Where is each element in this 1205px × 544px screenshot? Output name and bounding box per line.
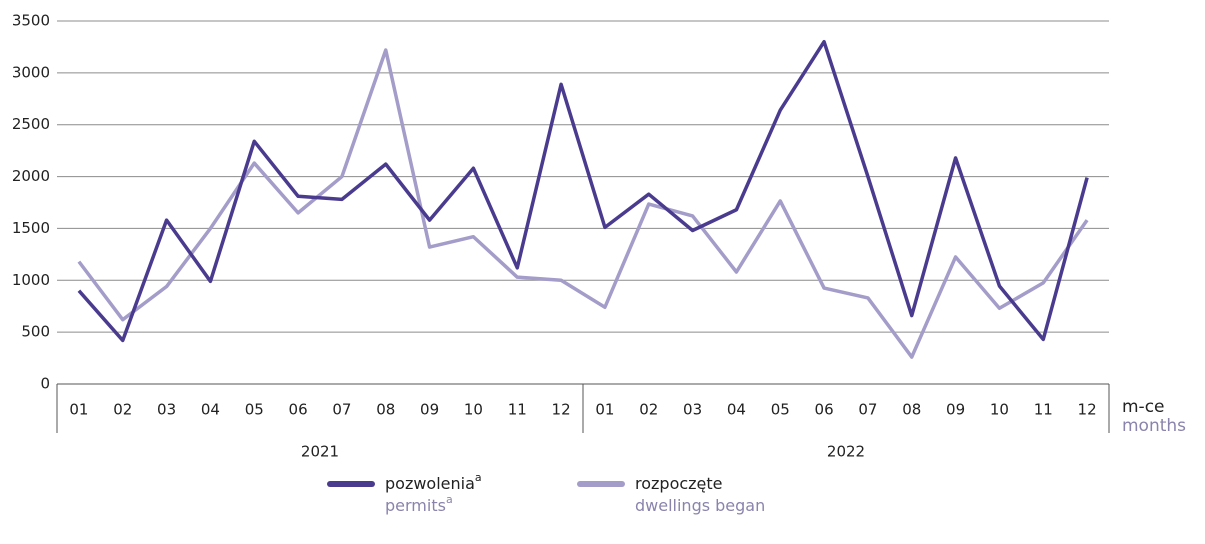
y-tick-label: 3000 bbox=[12, 63, 50, 81]
year-label: 2021 bbox=[301, 443, 339, 461]
legend-note-en: a bbox=[446, 493, 453, 506]
series-line bbox=[77, 48, 1089, 359]
x-tick-label: 07 bbox=[858, 401, 877, 419]
x-tick-label: 05 bbox=[771, 401, 790, 419]
legend-name-en: permits bbox=[385, 496, 446, 515]
y-tick-label: 1500 bbox=[12, 219, 50, 237]
x-tick-label: 03 bbox=[683, 401, 702, 419]
x-tick-label: 08 bbox=[902, 401, 921, 419]
x-tick-label: 11 bbox=[508, 401, 527, 419]
x-tick-label: 02 bbox=[639, 401, 658, 419]
y-tick-label: 3500 bbox=[12, 12, 50, 30]
x-tick-label: 09 bbox=[946, 401, 965, 419]
y-tick-label: 500 bbox=[21, 323, 50, 341]
legend-label-en: permitsa bbox=[385, 493, 453, 515]
x-tick-label: 09 bbox=[420, 401, 439, 419]
legend-label-en: dwellings began bbox=[635, 496, 765, 515]
legend-name: pozwolenia bbox=[385, 474, 475, 493]
x-tick-label: 06 bbox=[289, 401, 308, 419]
x-tick-label: 04 bbox=[201, 401, 220, 419]
y-tick-label: 2500 bbox=[12, 115, 50, 133]
y-tick-label: 2000 bbox=[12, 167, 50, 185]
x-tick-label: 12 bbox=[552, 401, 571, 419]
x-tick-label: 04 bbox=[727, 401, 746, 419]
x-tick-label: 06 bbox=[815, 401, 834, 419]
legend-name: rozpoczęte bbox=[635, 474, 723, 493]
x-tick-label: 12 bbox=[1078, 401, 1097, 419]
legend-note: a bbox=[475, 471, 482, 484]
legend-label: pozwoleniaa bbox=[385, 471, 482, 493]
x-tick-label: 05 bbox=[245, 401, 264, 419]
x-tick-label: 10 bbox=[990, 401, 1009, 419]
x-tick-label: 03 bbox=[157, 401, 176, 419]
x-tick-label: 01 bbox=[69, 401, 88, 419]
x-axis-label-en: months bbox=[1122, 416, 1186, 436]
series-line bbox=[77, 39, 1089, 343]
x-axis-label: m-ce bbox=[1122, 397, 1165, 417]
x-tick-label: 08 bbox=[376, 401, 395, 419]
x-tick-label: 11 bbox=[1034, 401, 1053, 419]
y-tick-label: 1000 bbox=[12, 271, 50, 289]
x-tick-label: 01 bbox=[595, 401, 614, 419]
legend-name-en: dwellings began bbox=[635, 496, 765, 515]
x-tick-label: 10 bbox=[464, 401, 483, 419]
y-tick-label: 0 bbox=[40, 375, 50, 393]
year-label: 2022 bbox=[827, 443, 865, 461]
x-tick-label: 07 bbox=[332, 401, 351, 419]
legend-label: rozpoczęte bbox=[635, 474, 723, 493]
x-tick-label: 02 bbox=[113, 401, 132, 419]
